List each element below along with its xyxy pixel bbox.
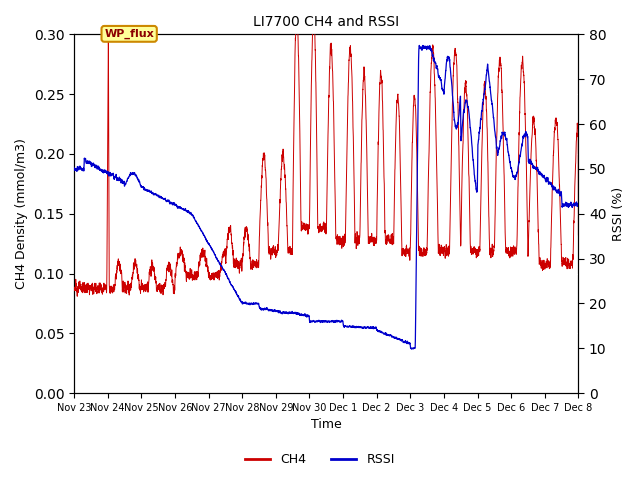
Text: WP_flux: WP_flux — [104, 29, 154, 39]
Title: LI7700 CH4 and RSSI: LI7700 CH4 and RSSI — [253, 15, 399, 29]
X-axis label: Time: Time — [311, 419, 342, 432]
Legend: CH4, RSSI: CH4, RSSI — [240, 448, 400, 471]
Y-axis label: RSSI (%): RSSI (%) — [612, 187, 625, 241]
Y-axis label: CH4 Density (mmol/m3): CH4 Density (mmol/m3) — [15, 138, 28, 289]
